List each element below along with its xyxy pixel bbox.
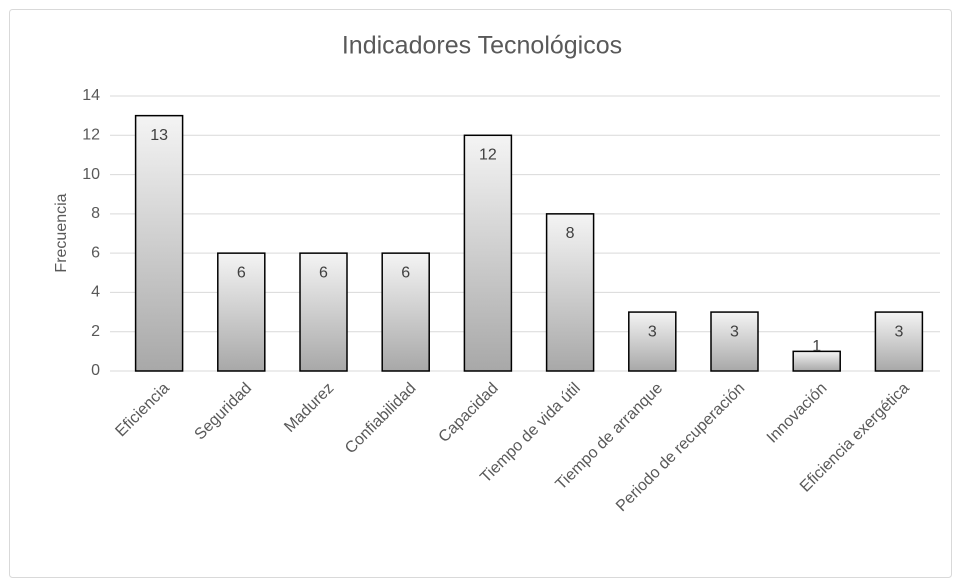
y-tick-label: 2 [91,323,100,340]
bar [792,350,841,372]
y-tick-label: 12 [82,127,100,144]
bar [874,311,924,372]
data-label: 13 [150,127,168,144]
y-axis-label: Frecuencia [53,193,70,272]
data-label: 3 [894,323,903,340]
y-tick-label: 14 [82,87,100,104]
y-tick-label: 8 [91,205,100,222]
bar [299,252,348,372]
bar [545,213,595,372]
data-label: 6 [237,264,246,281]
bar [463,134,513,372]
bar [381,252,430,372]
data-label: 12 [479,147,497,164]
data-label: 1 [812,338,821,355]
bar [710,311,759,372]
data-label: 3 [648,323,657,340]
bar [217,252,266,372]
data-label: 6 [319,264,328,281]
y-tick-label: 6 [91,244,100,261]
y-tick-label: 4 [91,284,100,301]
y-tick-label: 0 [91,362,100,379]
data-label: 8 [566,225,575,242]
bar [628,311,677,372]
data-label: 3 [730,323,739,340]
y-tick-label: 10 [82,166,100,183]
bar [134,114,184,372]
data-label: 6 [401,264,410,281]
chart-title: Indicadores Tecnológicos [342,32,622,60]
